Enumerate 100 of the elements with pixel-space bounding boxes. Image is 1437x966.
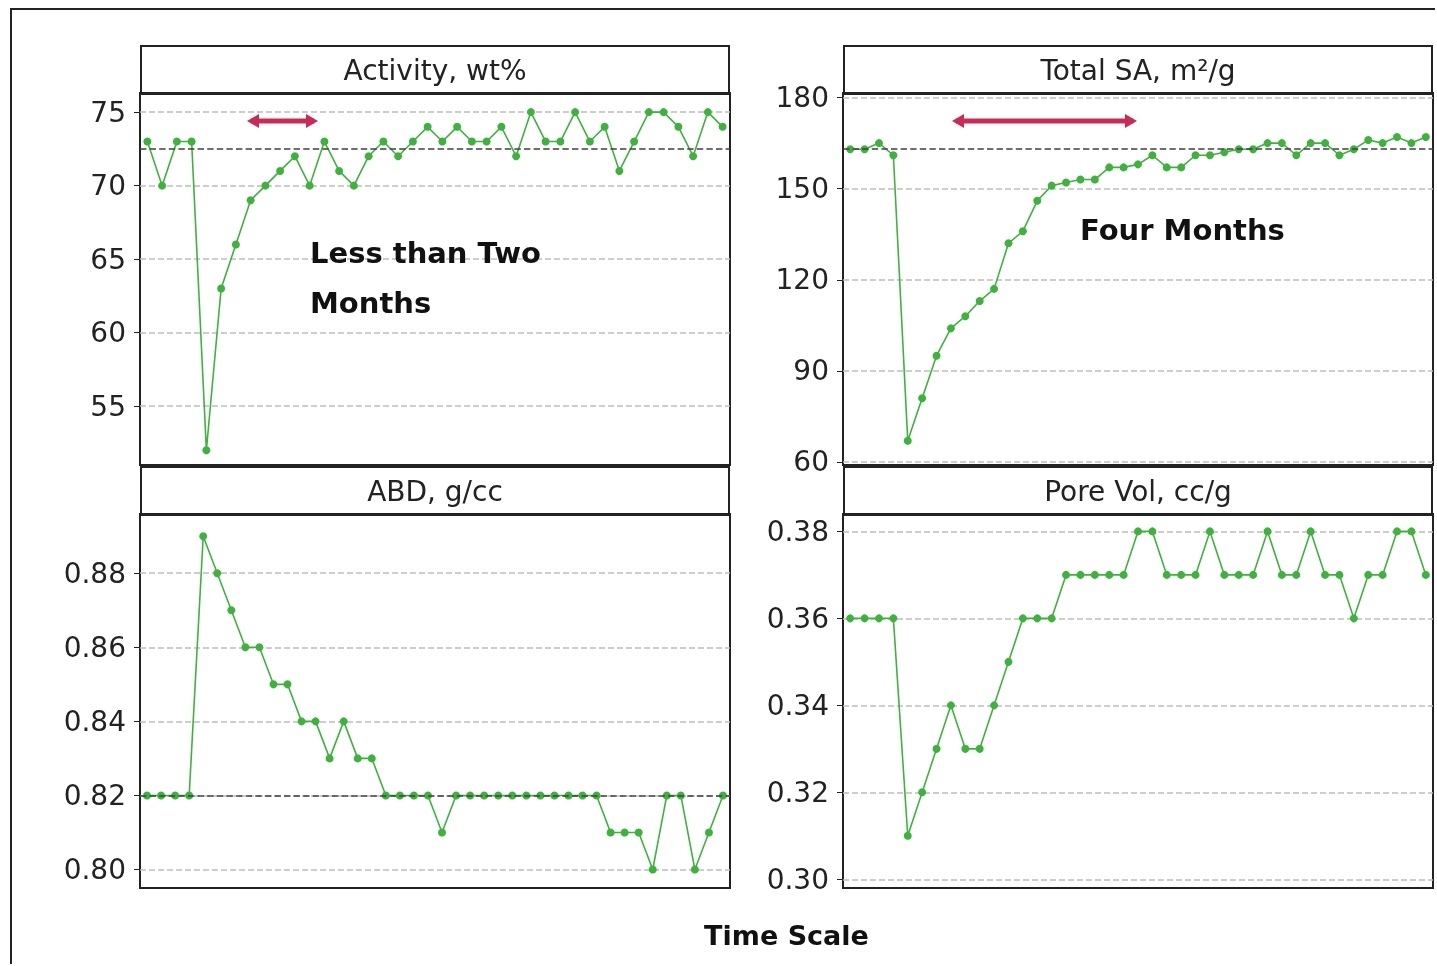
point [648,865,657,874]
point [1378,139,1387,148]
point [1004,657,1013,666]
point [311,717,320,726]
point [644,108,653,117]
point [1263,527,1272,536]
annotation: Four Months [1080,213,1285,247]
point [620,828,629,837]
point [320,137,329,146]
point [889,614,898,623]
annotation: Less than Two Months [310,236,551,320]
point [1421,570,1430,579]
point [659,108,668,117]
point [512,152,521,161]
point [932,351,941,360]
point [1364,570,1373,579]
y-tick-label: 0.84 [63,704,126,738]
point [1191,570,1200,579]
point [1033,614,1042,623]
point [231,240,240,249]
point [1004,239,1013,248]
point [453,122,462,131]
point [1119,163,1128,172]
point [283,680,292,689]
y-tick-label: 0.88 [63,556,126,590]
point [556,137,565,146]
point [1234,570,1243,579]
point [379,137,388,146]
y-tick-label: 70 [90,169,126,203]
y-tick-label: 65 [90,242,126,276]
point [1076,570,1085,579]
point [932,744,941,753]
point [1393,527,1402,536]
point [213,569,222,578]
point [1306,139,1315,148]
point [172,137,181,146]
point [261,181,270,190]
point [217,284,226,293]
point [1134,527,1142,536]
point [606,828,615,837]
point [187,137,196,146]
point [276,166,285,175]
y-tick-label: 0.38 [766,514,829,548]
point [1134,160,1142,169]
point [202,446,211,455]
point [975,297,984,306]
point [1105,163,1114,172]
point [1033,196,1042,205]
point [349,181,358,190]
point [634,828,643,837]
point [703,108,712,117]
point [335,166,344,175]
point [1321,570,1330,579]
point [1263,139,1272,148]
point [1018,614,1027,623]
point [571,108,580,117]
point [990,701,999,710]
point [438,828,447,837]
y-tick-label: 0.36 [766,601,829,635]
point [689,152,698,161]
point [1105,570,1114,579]
point [585,137,594,146]
point [1162,163,1171,172]
point [353,754,362,763]
point [255,643,264,652]
point [990,284,999,293]
point [482,137,491,146]
y-tick-label: 60 [793,445,829,479]
point [918,788,927,797]
point [290,152,299,161]
point [630,137,639,146]
point [690,865,699,874]
point [394,152,403,161]
x-axis-title: Time Scale [703,920,870,951]
point [438,137,447,146]
point [1090,175,1099,184]
point [158,181,167,190]
point [364,152,373,161]
point [1090,570,1099,579]
point [1249,570,1258,579]
point [1162,570,1171,579]
y-tick-label: 55 [90,389,126,423]
chart-title: ABD, g/cc [140,466,730,516]
point [1205,151,1214,160]
point [903,436,912,445]
y-tick-label: 0.82 [63,778,126,812]
point [1292,570,1301,579]
point [1076,175,1085,184]
point [1177,163,1186,172]
point [1062,570,1071,579]
point [1191,151,1200,160]
point [874,614,883,623]
y-tick-label: 150 [775,172,829,206]
point [718,122,727,131]
chart-title: Activity, wt% [140,45,730,95]
point [1062,178,1071,187]
point [1378,570,1387,579]
point [1047,614,1056,623]
point [1335,151,1344,160]
point [408,137,417,146]
